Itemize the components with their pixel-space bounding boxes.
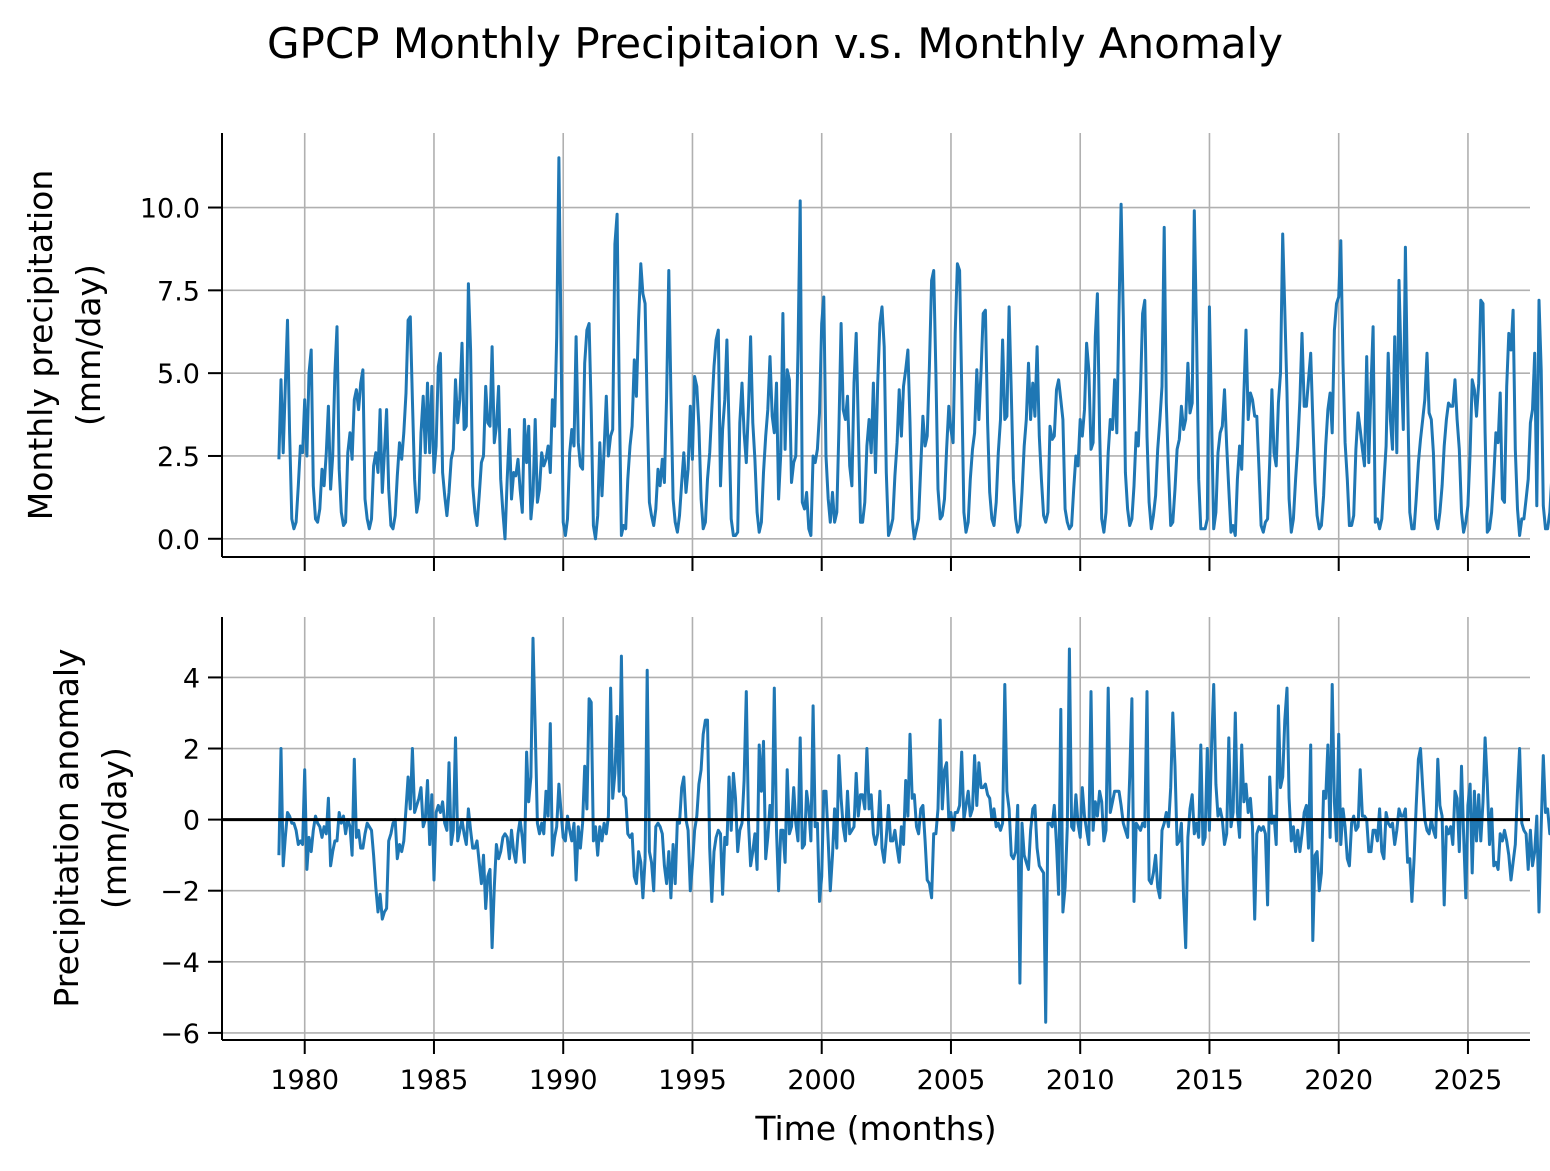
x-tick-label-2000: 2000 [787,1065,856,1096]
top-y-tick-label-1: 2.5 [157,442,200,473]
anomaly-series-line [277,636,1550,1024]
x-tick-label-1990: 1990 [529,1065,598,1096]
x-axis-label: Time (months) [754,1109,996,1148]
bottom-y-tick-label-1: −4 [160,948,200,979]
top-y-tick-label-2: 5.0 [157,359,200,390]
bottom-grid [222,617,1530,1040]
top-ylabel-line2: (mm/day) [69,264,108,426]
bottom-y-tick-label-5: 4 [183,663,200,694]
bottom-ticks: 1980 1985 1990 1995 2000 2005 2010 2015 2020 2025… [160,663,1502,1096]
top-ticks: 0.0 2.5 5.0 7.5 10.0 [140,194,1469,571]
x-tick-label-1985: 1985 [400,1065,469,1096]
top-y-tick-label-0: 0.0 [157,525,200,556]
bottom-ylabel-line1: Precipitation anomaly [47,648,86,1007]
bottom-y-tick-label-2: −2 [160,877,200,908]
top-y-tick-label-4: 10.0 [140,194,200,225]
x-tick-label-2010: 2010 [1046,1065,1115,1096]
top-ylabel-line1: Monthly precipitation [21,170,60,521]
precipitation-series-line [277,156,1550,541]
x-tick-label-2025: 2025 [1434,1065,1503,1096]
bottom-ylabel-line2: (mm/day) [95,747,134,909]
x-tick-label-2020: 2020 [1304,1065,1373,1096]
panel-precipitation-anomaly: 1980 1985 1990 1995 2000 2005 2010 2015 2020 2025… [47,617,1550,1096]
x-tick-label-1995: 1995 [658,1065,727,1096]
top-axes [221,133,1530,558]
bottom-axes [221,617,1530,1041]
bottom-y-tick-label-3: 0 [183,806,200,837]
x-tick-label-1980: 1980 [270,1065,339,1096]
panel-monthly-precipitation: 0.0 2.5 5.0 7.5 10.0 Monthly precipitation (… [21,133,1550,571]
chart-title: GPCP Monthly Precipitaion v.s. Monthly A… [267,19,1283,68]
bottom-y-tick-label-0: −6 [160,1019,200,1050]
bottom-y-tick-label-4: 2 [183,735,200,766]
x-tick-label-2015: 2015 [1175,1065,1244,1096]
x-tick-label-2005: 2005 [917,1065,986,1096]
top-y-tick-label-3: 7.5 [157,276,200,307]
